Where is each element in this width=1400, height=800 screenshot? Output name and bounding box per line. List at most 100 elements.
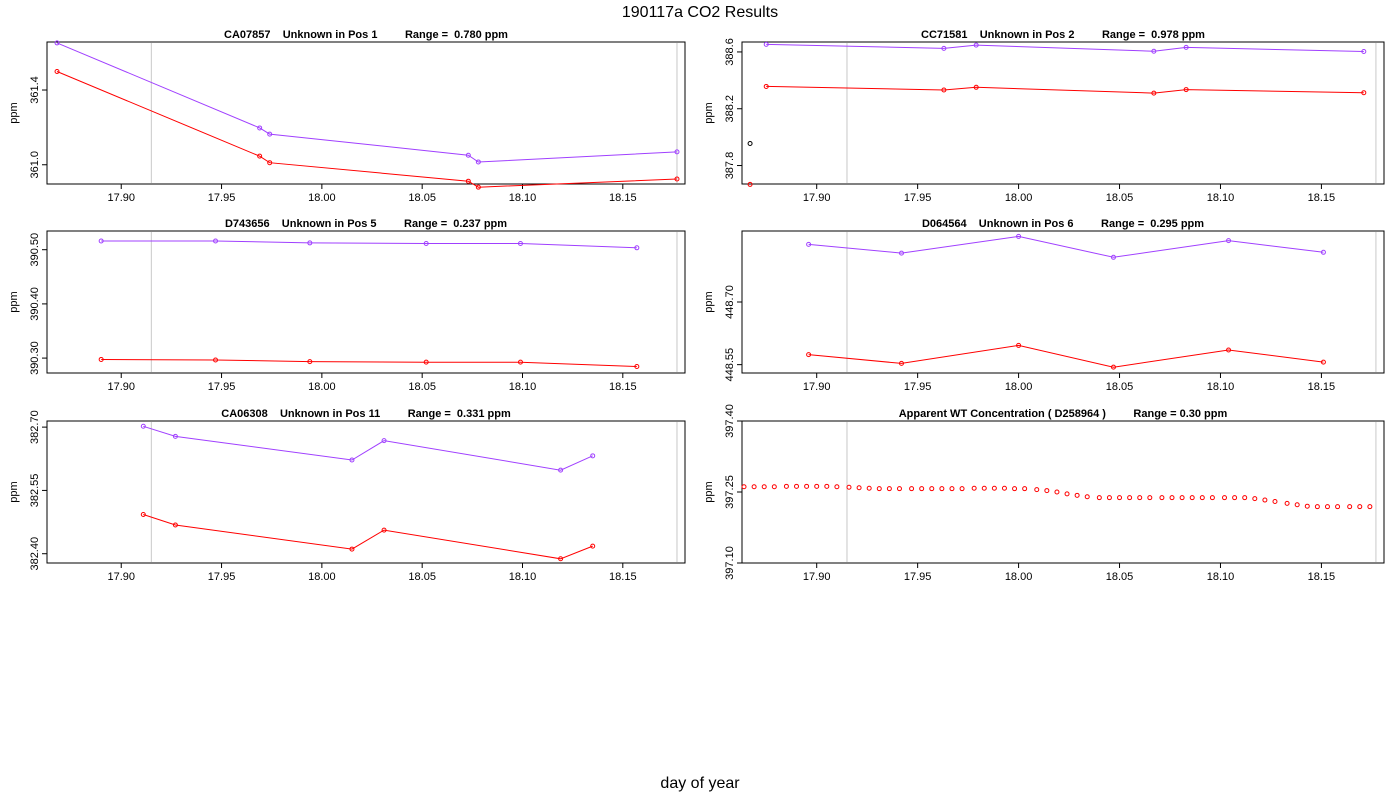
series-red xyxy=(741,483,1373,510)
data-point xyxy=(1183,87,1189,93)
x-tick-label: 18.10 xyxy=(509,192,537,204)
page-title: 190117a CO2 Results xyxy=(621,4,779,21)
x-tick-label: 18.10 xyxy=(1207,571,1235,583)
series-line xyxy=(101,359,637,367)
chart-panel-3: D743656 Unknown in Pos 5 Range = 0.237 p… xyxy=(8,218,686,393)
series-line xyxy=(766,43,1364,52)
y-tick-label: 361.4 xyxy=(29,76,41,104)
data-point xyxy=(741,484,747,490)
x-tick-label: 17.95 xyxy=(208,192,236,204)
x-tick-label: 18.00 xyxy=(1005,381,1033,393)
data-point xyxy=(1110,254,1116,260)
chart-title: CC71581 Unknown in Pos 2 Range = 0.978 p… xyxy=(921,29,1205,41)
series-red xyxy=(763,83,1367,96)
x-tick-label: 18.00 xyxy=(1005,192,1033,204)
chart-panel-4: D064564 Unknown in Pos 6 Range = 0.295 p… xyxy=(703,218,1385,393)
data-point xyxy=(747,181,753,187)
data-point xyxy=(1044,488,1050,494)
data-point xyxy=(257,153,263,159)
plot-frame xyxy=(741,230,1385,374)
x-axis-title: day of year xyxy=(660,775,740,792)
x-tick-label: 17.90 xyxy=(803,571,831,583)
y-axis-label: ppm xyxy=(703,481,715,502)
series-purple xyxy=(806,233,1326,260)
data-point xyxy=(54,69,60,75)
data-point xyxy=(929,486,935,492)
data-point xyxy=(267,160,273,166)
data-point xyxy=(381,438,387,444)
data-point xyxy=(1034,487,1040,493)
data-point xyxy=(763,83,769,89)
data-point xyxy=(674,176,680,182)
data-point xyxy=(919,486,925,492)
data-point xyxy=(876,486,882,492)
data-point xyxy=(971,485,977,491)
series-purple xyxy=(140,423,596,473)
series-line xyxy=(766,85,1364,94)
data-point xyxy=(949,486,955,492)
data-point xyxy=(896,486,902,492)
x-tick-label: 17.90 xyxy=(803,192,831,204)
data-point xyxy=(1179,495,1185,501)
data-point xyxy=(1226,238,1232,244)
data-point xyxy=(634,245,640,251)
data-point xyxy=(1367,504,1373,510)
x-tick-label: 18.15 xyxy=(1308,381,1336,393)
data-point xyxy=(1159,495,1165,501)
x-tick-label: 18.00 xyxy=(308,381,336,393)
chart-panel-2: CC71581 Unknown in Pos 2 Range = 0.978 p… xyxy=(703,29,1385,204)
series-line xyxy=(143,425,593,471)
data-point xyxy=(140,423,146,429)
x-tick-label: 17.95 xyxy=(904,192,932,204)
data-point xyxy=(747,141,753,147)
data-point xyxy=(959,486,965,492)
data-point xyxy=(1361,49,1367,55)
data-point xyxy=(1232,495,1238,501)
y-tick-label: 448.70 xyxy=(724,285,736,319)
data-point xyxy=(1199,495,1205,501)
data-point xyxy=(909,486,915,492)
x-tick-label: 18.00 xyxy=(308,192,336,204)
chart-title: CA07857 Unknown in Pos 1 Range = 0.780 p… xyxy=(224,29,508,41)
series-line xyxy=(808,344,1324,368)
data-point xyxy=(866,485,872,491)
data-point xyxy=(1054,489,1060,495)
y-tick-label: 390.50 xyxy=(29,233,41,267)
data-point xyxy=(941,87,947,93)
y-tick-label: 397.10 xyxy=(724,546,736,580)
data-point xyxy=(1064,491,1070,497)
data-point xyxy=(939,486,945,492)
data-point xyxy=(590,543,596,549)
x-tick-label: 18.10 xyxy=(1207,381,1235,393)
data-point xyxy=(98,356,104,362)
data-point xyxy=(1304,503,1310,509)
x-tick-label: 18.15 xyxy=(1308,571,1336,583)
data-point xyxy=(991,485,997,491)
data-point xyxy=(140,511,146,517)
data-point xyxy=(172,522,178,528)
data-point xyxy=(751,484,757,490)
x-tick-label: 17.90 xyxy=(107,571,135,583)
data-point xyxy=(898,360,904,366)
data-point xyxy=(475,184,481,190)
data-point xyxy=(1320,249,1326,255)
plot-frame xyxy=(741,41,1385,185)
x-tick-label: 18.10 xyxy=(509,571,537,583)
data-point xyxy=(1324,504,1330,510)
data-point xyxy=(806,241,812,247)
y-axis-label: ppm xyxy=(8,291,20,312)
x-tick-label: 18.05 xyxy=(1106,192,1134,204)
series-purple xyxy=(98,238,640,251)
data-point xyxy=(846,484,852,490)
series-red xyxy=(54,69,680,190)
data-point xyxy=(1314,504,1320,510)
chart-title: CA06308 Unknown in Pos 11 Range = 0.331 … xyxy=(221,408,511,420)
data-point xyxy=(475,159,481,165)
data-point xyxy=(1209,495,1215,501)
x-tick-label: 18.10 xyxy=(1207,192,1235,204)
data-point xyxy=(307,240,313,246)
y-tick-label: 390.30 xyxy=(29,341,41,375)
data-point xyxy=(973,84,979,90)
x-tick-label: 17.90 xyxy=(803,381,831,393)
data-point xyxy=(172,433,178,439)
